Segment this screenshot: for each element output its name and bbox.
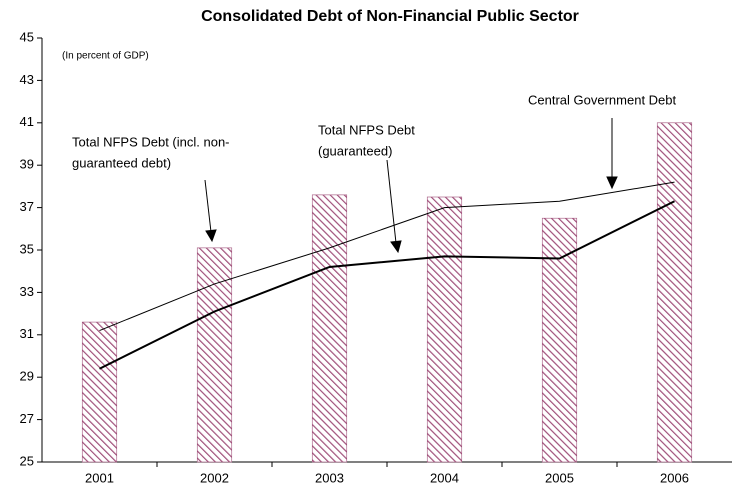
y-tick-label: 33 bbox=[20, 284, 34, 299]
arrow-head bbox=[606, 176, 618, 190]
arrow-head bbox=[205, 229, 217, 243]
bar bbox=[311, 194, 348, 463]
bar bbox=[656, 122, 693, 463]
arrow bbox=[204, 179, 212, 233]
arrow bbox=[386, 159, 397, 244]
line-series bbox=[99, 200, 675, 370]
x-tick-label: 2001 bbox=[85, 470, 114, 485]
annotation: guaranteed debt) bbox=[72, 155, 171, 170]
bar bbox=[541, 217, 578, 463]
y-tick-label: 43 bbox=[20, 72, 34, 87]
y-tick-label: 35 bbox=[20, 241, 34, 256]
y-tick-label: 27 bbox=[20, 411, 34, 426]
bar bbox=[81, 321, 118, 463]
y-tick-label: 39 bbox=[20, 157, 34, 172]
annotation-arrows bbox=[204, 118, 618, 254]
x-tick-label: 2002 bbox=[200, 470, 229, 485]
annotation: Central Government Debt bbox=[528, 92, 677, 107]
line-series bbox=[99, 181, 675, 332]
annotation: Total NFPS Debt bbox=[318, 122, 415, 137]
y-tick-label: 41 bbox=[20, 114, 34, 129]
bar bbox=[426, 196, 463, 463]
chart-subtitle: (In percent of GDP) bbox=[62, 51, 149, 62]
annotation: (guaranteed) bbox=[318, 143, 392, 158]
y-tick-label: 45 bbox=[20, 29, 34, 44]
y-tick-label: 37 bbox=[20, 199, 34, 214]
y-tick-label: 29 bbox=[20, 369, 34, 384]
x-tick-label: 2006 bbox=[660, 470, 689, 485]
y-tick-label: 31 bbox=[20, 326, 34, 341]
x-tick-label: 2004 bbox=[430, 470, 459, 485]
x-tick-label: 2003 bbox=[315, 470, 344, 485]
x-tick-label: 2005 bbox=[545, 470, 574, 485]
chart-title: Consolidated Debt of Non-Financial Publi… bbox=[201, 8, 579, 25]
annotation: Total NFPS Debt (incl. non- bbox=[72, 134, 230, 149]
y-tick-label: 25 bbox=[20, 453, 34, 468]
arrow-head bbox=[390, 240, 402, 254]
